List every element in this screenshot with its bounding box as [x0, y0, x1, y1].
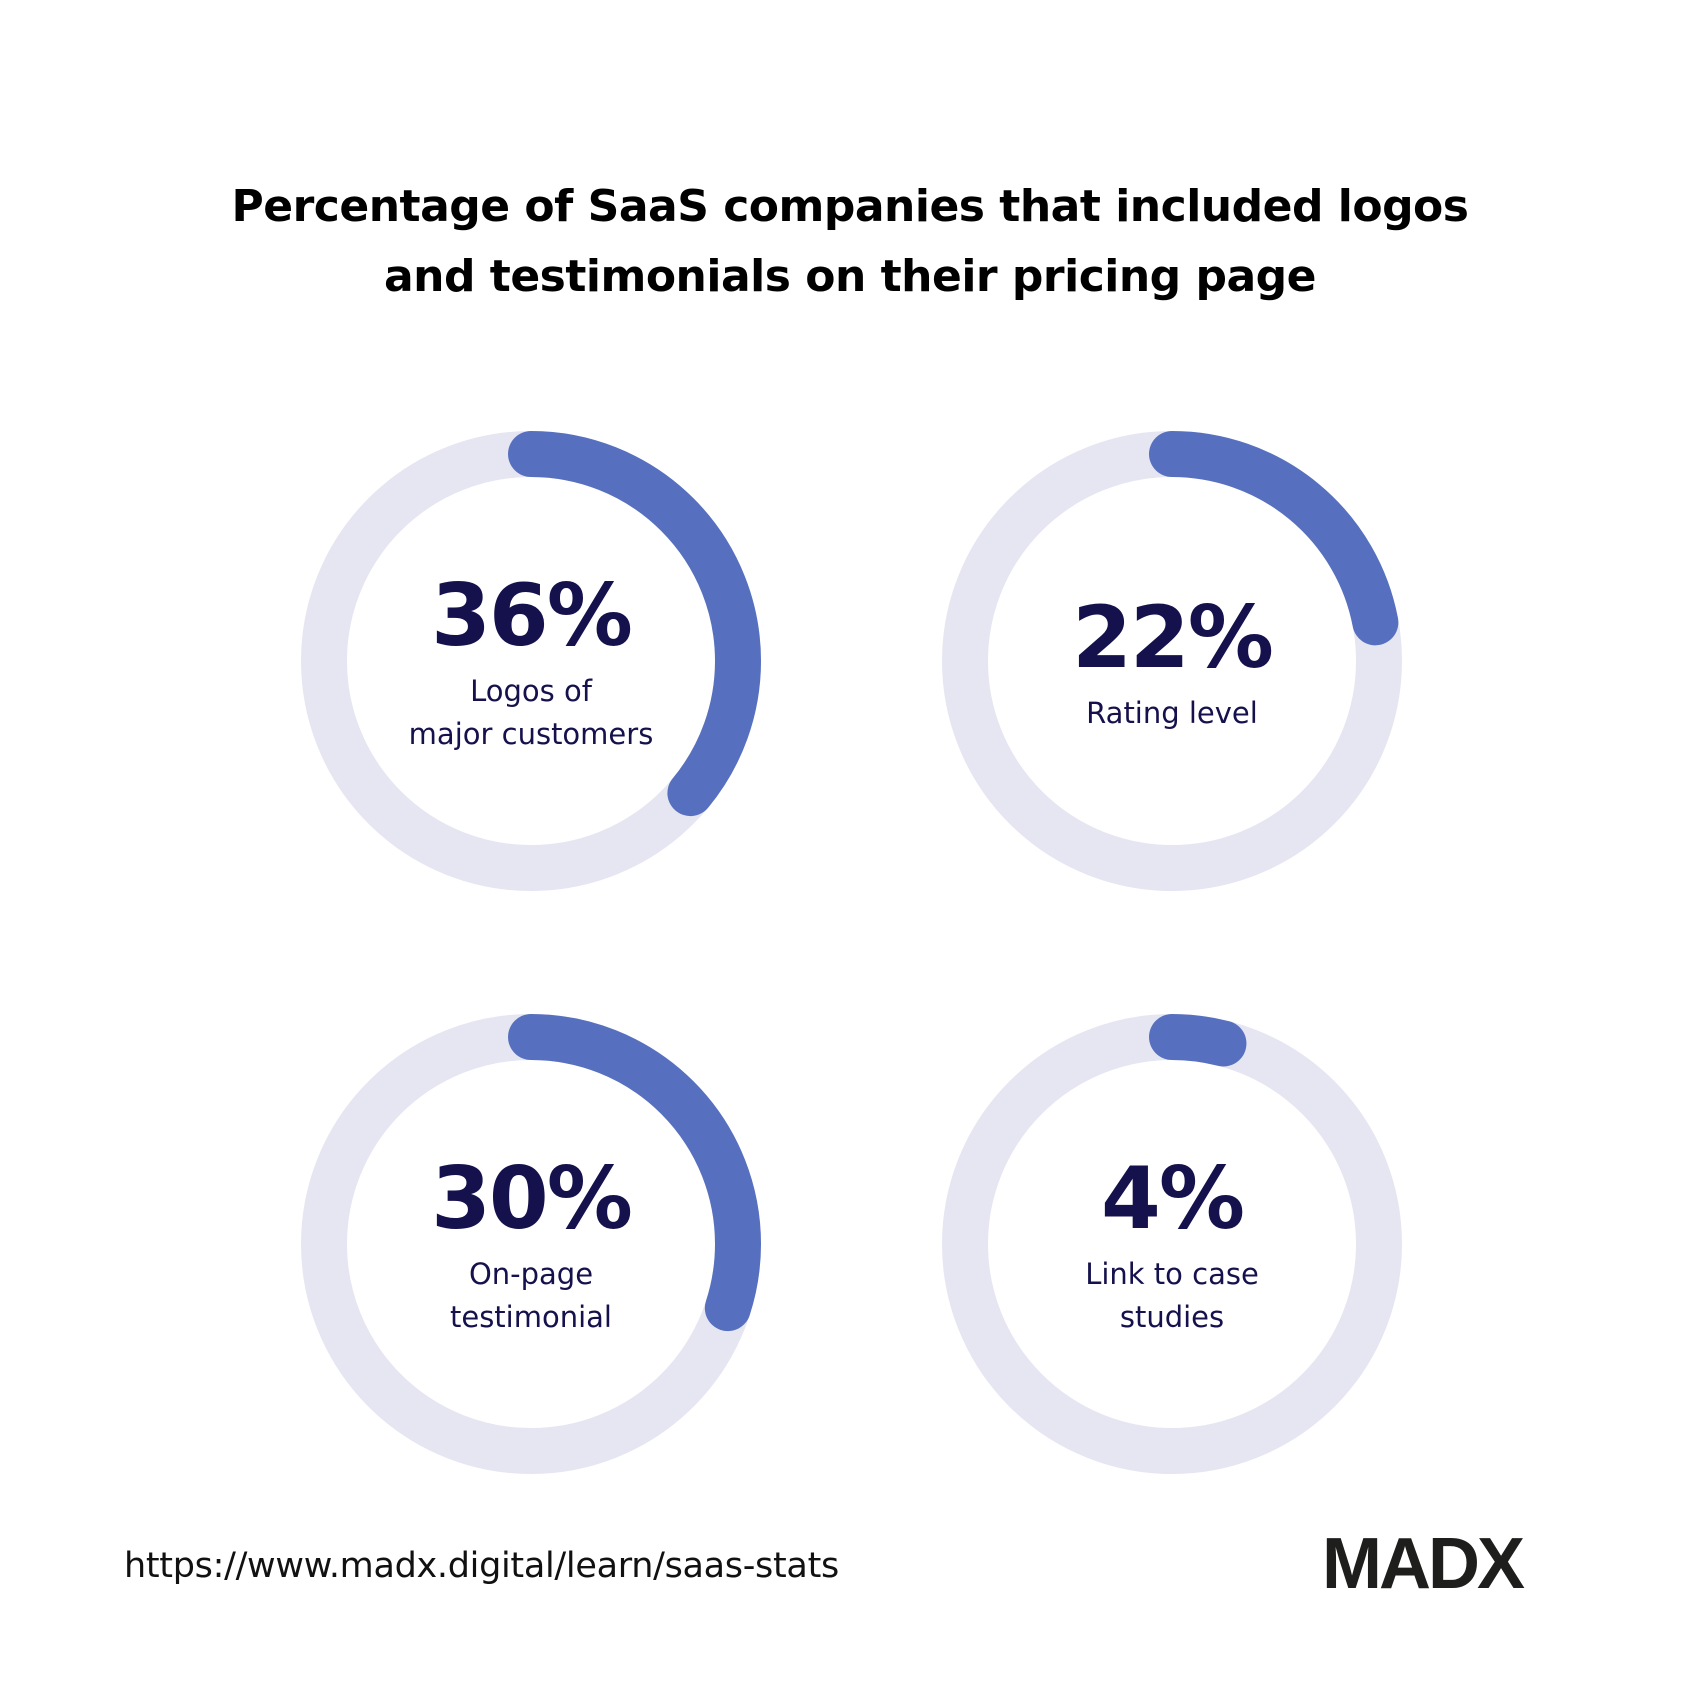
stat-value: 22%: [1072, 587, 1274, 688]
stat-label: On-page testimonial: [449, 1257, 612, 1334]
stat-value: 30%: [431, 1149, 633, 1249]
donut-logos-of-major-customers: 36% Logos of major customers: [301, 431, 761, 891]
progress-ring: [942, 431, 1402, 891]
donut-on-page-testimonial: 30% On-page testimonial: [301, 1014, 761, 1474]
stat-value: 36%: [431, 566, 633, 666]
stat-label: Logos of major customers: [408, 674, 654, 751]
chart-title-line-2: and testimonials on their pricing page: [383, 251, 1317, 302]
stat-label: Link to case studies: [1085, 1257, 1259, 1334]
progress-ring: [942, 1014, 1402, 1474]
stat-label: Rating level: [1086, 695, 1258, 730]
progress-ring: [301, 431, 761, 891]
stat-value: 4%: [1100, 1149, 1245, 1249]
chart-title: Percentage of SaaS companies that includ…: [0, 172, 1700, 312]
source-url: https://www.madx.digital/learn/saas-stat…: [124, 1546, 839, 1586]
donut-link-to-case-studies: 4% Link to case studies: [942, 1014, 1402, 1474]
madx-logo: MADX: [1322, 1524, 1525, 1604]
donut-rating-level: 22% Rating level: [942, 431, 1402, 891]
chart-title-line-1: Percentage of SaaS companies that includ…: [231, 181, 1469, 232]
progress-ring: [301, 1014, 761, 1474]
